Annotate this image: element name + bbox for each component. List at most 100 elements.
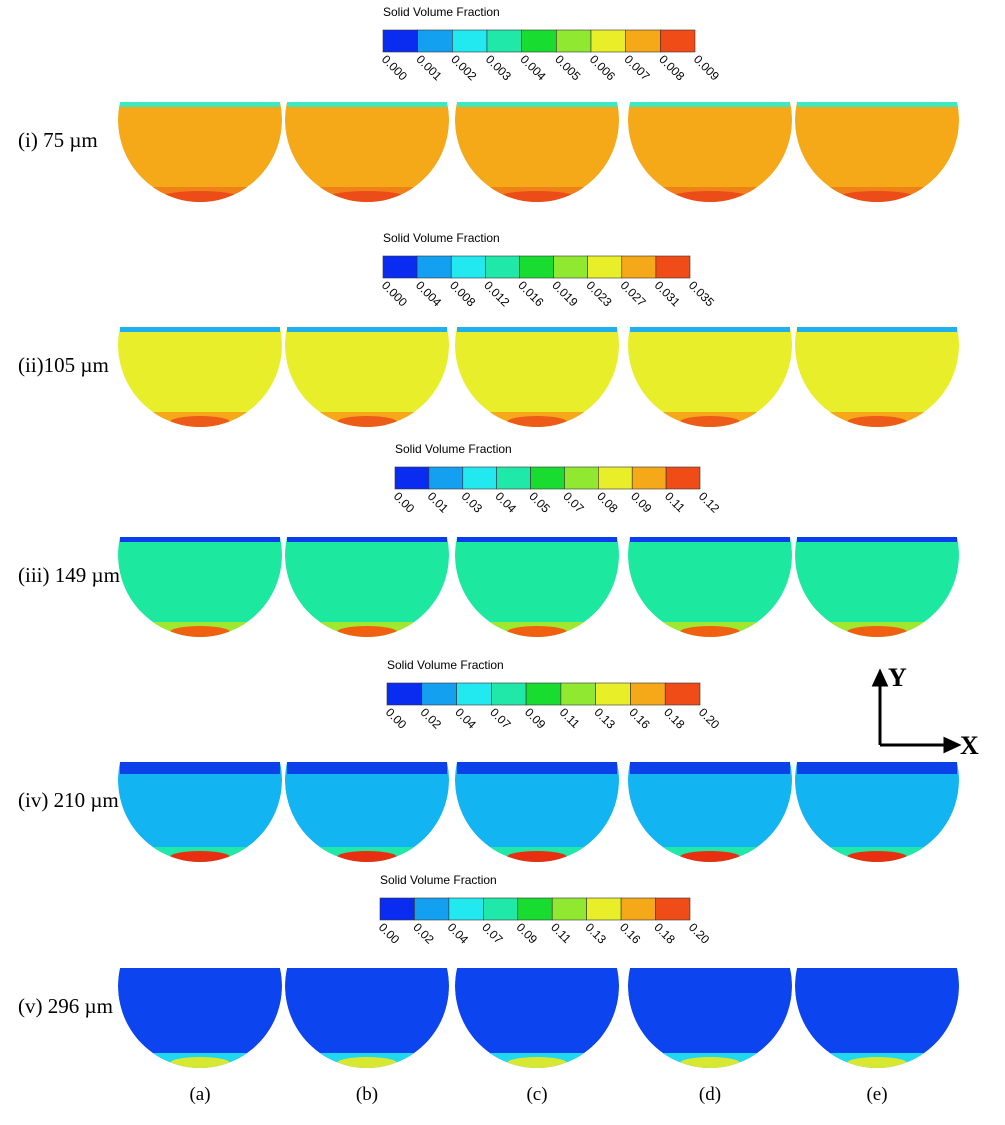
colorbar-segment	[586, 897, 622, 921]
colorbar-title: Solid Volume Fraction	[380, 873, 497, 887]
colorbar-tick-label: 0.005	[552, 52, 583, 83]
contour-plot	[628, 327, 792, 428]
contour-plot	[454, 537, 619, 638]
colorbar-tick-label: 0.08	[594, 489, 621, 516]
contour-body	[628, 327, 792, 428]
colorbar-tick-label: 0.003	[483, 52, 514, 83]
contour-plot	[284, 327, 449, 428]
column-label: (d)	[699, 1084, 721, 1105]
contour-plot	[795, 762, 959, 862]
colorbar-segment	[530, 466, 565, 490]
colorbar-segment	[660, 29, 696, 53]
colorbar-tick-label: 0.05	[526, 489, 553, 516]
colorbar-segment	[486, 29, 522, 53]
colorbar-segment	[551, 897, 587, 921]
colorbar-title: Solid Volume Fraction	[387, 658, 504, 672]
contour-body	[284, 102, 449, 203]
contour-plot	[454, 102, 620, 203]
column-label: (b)	[356, 1084, 378, 1105]
contour-plot	[285, 537, 450, 637]
contour-plot	[117, 537, 283, 637]
colorbar-segment	[595, 682, 631, 706]
colorbar-segment	[421, 682, 457, 706]
contour-bottom-spot	[680, 626, 740, 638]
contour-plot	[454, 327, 620, 428]
colorbar-tick-label: 0.027	[618, 278, 649, 309]
colorbar-tick-label: 0.04	[452, 705, 479, 732]
colorbar-segment	[625, 29, 661, 53]
contour-plot	[795, 537, 959, 637]
colorbar-tick-label: 0.13	[583, 920, 610, 947]
colorbar-tick-label: 0.007	[622, 52, 653, 83]
contour-bottom-spot	[680, 1057, 740, 1068]
contour-top-layer	[120, 327, 280, 332]
colorbar-tick-label: 0.04	[445, 920, 472, 947]
contour-plot	[795, 102, 959, 202]
contour-plot	[628, 537, 792, 638]
contour-body	[284, 762, 449, 863]
colorbar-segment	[394, 466, 430, 490]
colorbar-tick-label: 0.002	[448, 52, 479, 83]
contour-top-layer	[457, 537, 617, 542]
colorbar-segment	[517, 897, 553, 921]
contour-top-layer	[287, 968, 447, 980]
colorbar-segment	[655, 897, 691, 921]
contour-top-layer	[797, 968, 957, 980]
colorbar-tick-label: 0.00	[383, 705, 410, 732]
contour-plot	[454, 762, 619, 863]
y-axis-label: Y	[888, 663, 907, 692]
colorbar-segment	[379, 897, 415, 921]
contour-top-layer	[457, 102, 617, 107]
colorbar-tick-label: 0.008	[656, 52, 687, 83]
colorbar-tick-label: 0.004	[518, 52, 549, 83]
colorbar-segment	[519, 255, 554, 279]
colorbar-segment	[462, 466, 497, 490]
contour-bottom-spot	[680, 416, 740, 428]
contour-plot	[795, 968, 959, 1068]
colorbar-tick-label: 0.035	[686, 278, 717, 309]
contour-plot	[628, 102, 792, 203]
contour-top-layer	[797, 762, 957, 774]
colorbar-title: Solid Volume Fraction	[395, 442, 512, 456]
contour-plot	[795, 327, 959, 427]
colorbar-segment	[556, 29, 592, 53]
contour-body	[795, 537, 959, 637]
column-label: (e)	[866, 1084, 887, 1105]
colorbar-tick-label: 0.09	[628, 489, 655, 516]
colorbar-tick-label: 0.20	[686, 920, 713, 947]
colorbar-segment	[620, 897, 656, 921]
column-label: (c)	[526, 1084, 547, 1105]
contour-bottom-spot	[680, 851, 740, 863]
colorbar-tick-label: 0.16	[626, 705, 653, 732]
colorbar-tick-label: 0.03	[459, 489, 486, 516]
contour-body	[795, 762, 959, 862]
contour-bottom-spot	[839, 191, 915, 202]
colorbar-segment	[456, 682, 492, 706]
colorbar-tick-label: 0.11	[662, 489, 688, 515]
colorbar-segment	[382, 255, 418, 279]
contour-plot	[284, 968, 449, 1068]
contour-plot	[118, 327, 282, 427]
colorbar-segment	[416, 255, 452, 279]
colorbar-segment	[564, 466, 599, 490]
contour-top-layer	[457, 327, 617, 332]
contour-plot	[284, 762, 449, 863]
contour-bottom-spot	[847, 851, 907, 862]
contour-body	[284, 968, 449, 1068]
contour-body	[118, 762, 282, 862]
colorbar-segment	[621, 255, 657, 279]
colorbar-segment	[452, 29, 488, 53]
colorbar-segment	[428, 466, 464, 490]
contour-plot	[454, 968, 619, 1068]
contour-top-layer	[630, 968, 790, 980]
contour-top-layer	[120, 537, 280, 542]
contour-bottom-spot	[847, 1057, 907, 1068]
colorbar-segment	[483, 897, 519, 921]
contour-body	[628, 762, 792, 863]
contour-bottom-spot	[337, 626, 397, 637]
y-arrow-head	[871, 668, 889, 687]
colorbar-tick-label: 0.01	[425, 489, 452, 516]
contour-plot	[117, 102, 282, 202]
contour-body	[454, 537, 619, 638]
